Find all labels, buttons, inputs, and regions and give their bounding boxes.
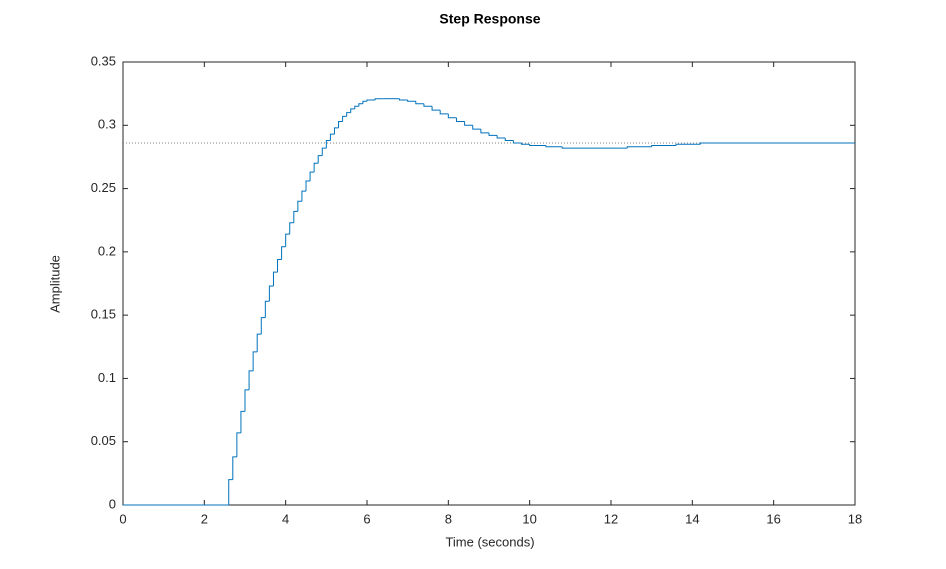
step — [651, 145, 677, 147]
x-tick-label: 10 — [522, 511, 536, 526]
step — [423, 103, 433, 107]
step — [333, 127, 339, 135]
step — [232, 456, 237, 480]
step — [447, 113, 457, 119]
step — [329, 133, 335, 141]
x-tick-label: 16 — [766, 511, 780, 526]
x-tick-label: 18 — [848, 511, 862, 526]
step — [338, 120, 343, 128]
step — [399, 98, 408, 101]
step — [431, 106, 441, 111]
step — [545, 145, 563, 148]
y-tick-label: 0.15 — [91, 307, 116, 322]
step — [272, 271, 278, 287]
y-tick-label: 0.05 — [91, 433, 116, 448]
step — [350, 108, 355, 113]
step — [317, 155, 323, 164]
step — [342, 115, 347, 122]
step — [346, 112, 351, 117]
step — [321, 147, 327, 156]
chart-title: Step Response — [439, 11, 540, 27]
step — [289, 222, 294, 235]
step — [236, 432, 241, 457]
step — [354, 105, 359, 109]
x-tick-label: 4 — [282, 511, 289, 526]
step — [675, 143, 701, 146]
step — [264, 300, 270, 318]
x-tick-label: 8 — [445, 511, 452, 526]
step — [561, 146, 611, 149]
step — [480, 129, 489, 134]
step — [252, 351, 258, 371]
x-axis-label: Time (seconds) — [445, 534, 534, 549]
x-tick-label: 14 — [685, 511, 699, 526]
y-tick-label: 0.25 — [91, 180, 116, 195]
step — [358, 103, 363, 107]
step — [512, 140, 522, 144]
y-tick-label: 0.2 — [98, 243, 116, 258]
step — [374, 98, 384, 100]
step — [496, 135, 506, 139]
step — [325, 139, 331, 149]
step — [256, 333, 262, 352]
step — [309, 171, 315, 181]
step — [260, 317, 266, 335]
step — [415, 101, 424, 105]
step — [407, 99, 416, 102]
plot-box — [122, 61, 856, 506]
step — [228, 479, 233, 505]
step — [439, 110, 449, 115]
x-tick-label: 12 — [604, 511, 618, 526]
step — [240, 410, 245, 433]
y-tick-label: 0 — [109, 496, 116, 511]
step — [268, 285, 274, 302]
step — [521, 143, 530, 145]
y-tick-label: 0.3 — [98, 117, 116, 132]
step — [626, 146, 652, 149]
x-tick-label: 2 — [201, 511, 208, 526]
y-tick-label: 0.1 — [98, 370, 116, 385]
step — [293, 210, 298, 223]
step — [464, 121, 473, 126]
step — [277, 258, 282, 273]
step — [362, 100, 367, 104]
step — [472, 125, 481, 130]
step — [281, 246, 286, 260]
x-tick-label: 0 — [119, 511, 126, 526]
step — [488, 132, 498, 136]
step — [313, 162, 319, 173]
y-axis-label: Amplitude — [47, 255, 62, 313]
step — [248, 370, 254, 390]
y-tick-label: 0.35 — [91, 53, 116, 68]
step — [244, 389, 250, 412]
step — [455, 117, 465, 122]
step — [297, 200, 302, 212]
step — [366, 99, 376, 102]
step — [285, 233, 290, 247]
step — [301, 190, 306, 202]
x-tick-label: 6 — [363, 511, 370, 526]
step — [529, 144, 546, 147]
step — [305, 180, 311, 192]
step — [699, 142, 855, 145]
step — [504, 137, 514, 141]
